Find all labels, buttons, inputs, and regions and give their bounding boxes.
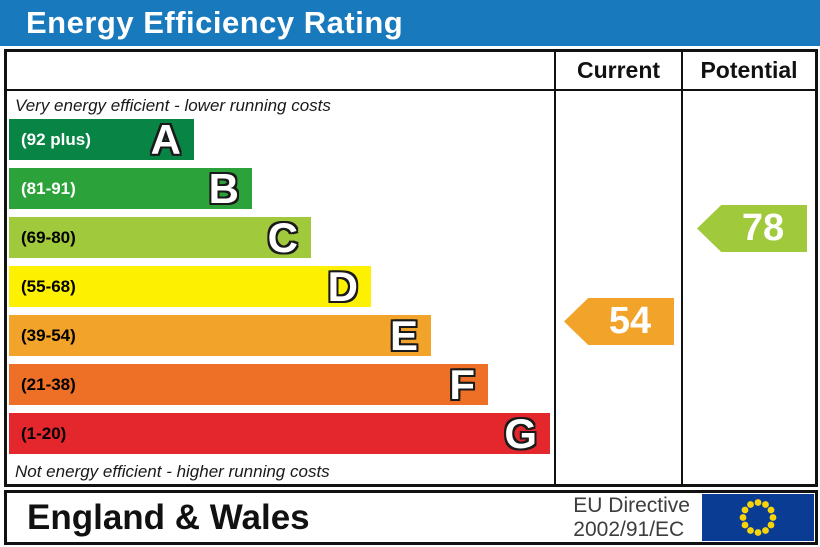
table-header-row: Current Potential: [7, 52, 815, 91]
band-b: (81-91) B: [9, 164, 252, 212]
eu-flag-icon: [702, 494, 814, 541]
column-header-current: Current: [554, 52, 681, 89]
region-label: England & Wales: [27, 497, 310, 537]
current-rating-value: 54: [608, 300, 652, 342]
band-d-letter: D: [327, 262, 358, 310]
band-a-letter: A: [150, 115, 181, 163]
rating-bands: (92 plus) A (81-91) B (69-80) C (55-68) …: [7, 115, 554, 457]
band-e-letter: E: [389, 311, 418, 359]
band-f: (21-38) F: [9, 360, 488, 408]
band-e-range: (39-54): [21, 325, 76, 345]
eu-directive-line2: 2002/91/EC: [573, 517, 685, 541]
header-spacer: [7, 52, 554, 89]
bottom-note: Not energy efficient - higher running co…: [15, 462, 330, 481]
potential-column: 78: [681, 91, 815, 484]
column-header-potential: Potential: [681, 52, 815, 89]
band-g-range: (1-20): [21, 423, 67, 443]
band-c-letter: C: [267, 213, 298, 261]
band-f-letter: F: [449, 360, 475, 408]
footer-bar: England & Wales EU Directive 2002/91/EC: [4, 490, 818, 545]
table-body: Very energy efficient - lower running co…: [7, 91, 815, 484]
band-c: (69-80) C: [9, 213, 311, 261]
band-g-letter: G: [504, 409, 537, 457]
top-note: Very energy efficient - lower running co…: [15, 96, 331, 115]
band-f-range: (21-38): [21, 374, 76, 394]
band-a: (92 plus) A: [9, 115, 194, 163]
band-b-letter: B: [208, 164, 239, 212]
band-c-range: (69-80): [21, 227, 76, 247]
current-column: 54: [554, 91, 681, 484]
band-g: (1-20) G: [9, 409, 550, 457]
potential-rating-arrow: 78: [697, 205, 807, 252]
current-rating-arrow: 54: [564, 298, 674, 345]
eu-directive-label: EU Directive 2002/91/EC: [573, 494, 690, 542]
band-d-range: (55-68): [21, 276, 76, 296]
page-title: Energy Efficiency Rating: [0, 0, 820, 46]
bands-column: Very energy efficient - lower running co…: [7, 91, 554, 484]
band-a-range: (92 plus): [21, 129, 91, 149]
rating-table: Current Potential Very energy efficient …: [4, 49, 818, 487]
band-e: (39-54) E: [9, 311, 431, 359]
eu-directive-line1: EU Directive: [573, 493, 690, 517]
band-b-range: (81-91): [21, 178, 76, 198]
band-d: (55-68) D: [9, 262, 371, 310]
potential-rating-value: 78: [741, 207, 785, 249]
